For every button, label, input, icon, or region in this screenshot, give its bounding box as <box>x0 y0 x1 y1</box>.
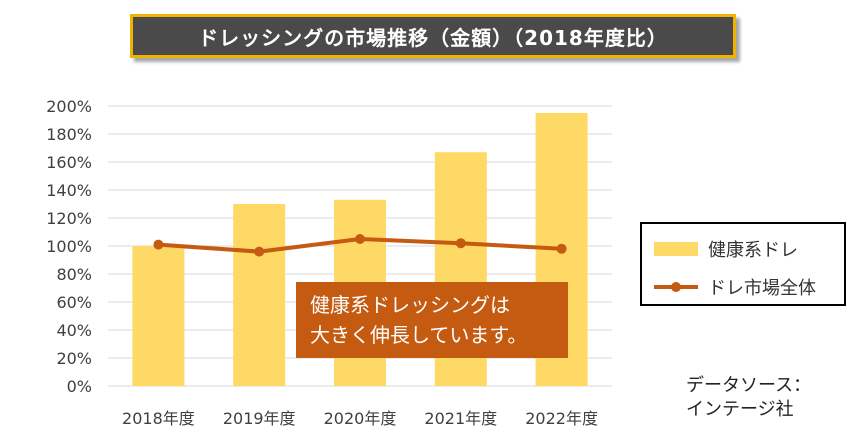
legend-item-line: ドレ市場全体 <box>654 274 816 300</box>
y-tick-label: 200% <box>46 97 92 116</box>
x-tick-label: 2019年度 <box>223 409 296 428</box>
chart-title-box: ドレッシングの市場推移（金額）（2018年度比） <box>130 14 736 58</box>
source-line-1: データソース： <box>686 375 812 396</box>
y-tick-label: 0% <box>67 377 92 396</box>
line-point <box>455 238 466 249</box>
y-tick-label: 160% <box>46 153 92 172</box>
callout-box: 健康系ドレッシングは 大きく伸長しています。 <box>296 282 568 358</box>
source-line-2: インテージ社 <box>686 399 794 420</box>
chart-title: ドレッシングの市場推移（金額）（2018年度比） <box>198 25 668 50</box>
legend-swatch-bar <box>654 242 698 256</box>
bar <box>132 246 185 386</box>
legend-label-bar: 健康系ドレ <box>708 240 798 261</box>
y-tick-label: 80% <box>56 265 92 284</box>
x-tick-label: 2020年度 <box>324 409 397 428</box>
callout-line-1: 健康系ドレッシングは <box>310 293 510 317</box>
y-tick-label: 60% <box>56 293 92 312</box>
line-point <box>355 234 365 244</box>
callout-line-2: 大きく伸長しています。 <box>310 323 528 347</box>
legend-item-bar: 健康系ドレ <box>654 236 798 262</box>
y-tick-label: 20% <box>56 349 92 368</box>
source-note: データソース： インテージ社 <box>686 374 811 422</box>
x-tick-label: 2018年度 <box>122 409 195 428</box>
y-tick-label: 180% <box>46 125 92 144</box>
bar <box>233 204 286 386</box>
x-tick-label: 2022年度 <box>525 409 598 428</box>
y-tick-label: 40% <box>56 321 92 340</box>
y-tick-label: 120% <box>46 209 92 228</box>
line-point <box>556 243 567 254</box>
legend-swatch-line <box>654 280 698 294</box>
line-point <box>254 246 265 257</box>
y-tick-label: 100% <box>46 237 92 256</box>
legend-label-line: ドレ市場全体 <box>708 278 816 299</box>
legend: 健康系ドレ ドレ市場全体 <box>640 222 846 306</box>
line-point <box>153 239 164 250</box>
y-tick-label: 140% <box>46 181 92 200</box>
x-tick-label: 2021年度 <box>424 409 497 428</box>
